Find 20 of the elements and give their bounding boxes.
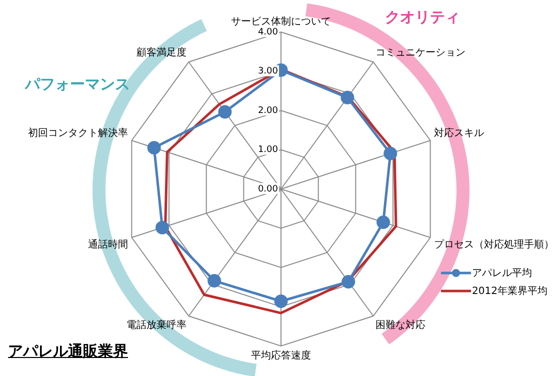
y-tick-label: 3.00 (258, 66, 278, 77)
spoke-label: 困難な対応 (376, 318, 426, 331)
y-tick-label: 1.00 (258, 145, 278, 156)
y-tick-label: 0.00 (258, 184, 278, 194)
text: パフォーマンス (25, 75, 130, 94)
spoke-label: プロセス（対応処理手順） (434, 238, 554, 250)
spoke-label: サービス体制について (231, 16, 331, 28)
legend-label: アパレル平均 (472, 267, 532, 280)
spoke-label: 通話時間 (88, 238, 128, 250)
legend-label: 2012年業界平均 (472, 284, 548, 298)
y-tick-label: 4.00 (258, 27, 278, 38)
spoke-label: 対応スキル (434, 126, 484, 139)
spoke-label: 顧客満足度 (136, 46, 186, 58)
spoke-label: 初回コンタクト解決率 (28, 126, 128, 139)
spoke-label: コミュニケーション (376, 47, 466, 58)
spoke-label: 電話放棄呼率 (126, 318, 186, 331)
y-tick-label: 2.00 (258, 106, 278, 116)
text: クオリティ (385, 8, 460, 27)
text: アパレル通販業界 (8, 342, 128, 361)
spoke-label: 平均応答速度 (251, 350, 311, 362)
